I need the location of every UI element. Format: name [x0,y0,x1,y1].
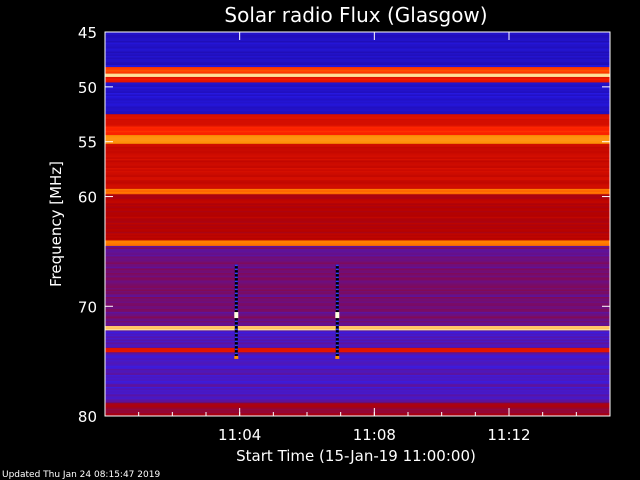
y-tick-label: 50 [78,79,97,97]
frequency-band [105,143,610,189]
frequency-band [105,126,610,136]
y-axis: 45 50 55 60 70 80 [78,24,610,426]
x-axis-label: Start Time (15-Jan-19 11:00:00) [236,447,476,465]
chart-title: Solar radio Flux (Glasgow) [224,3,487,27]
frequency-band [105,114,610,128]
y-tick-label: 55 [78,134,97,152]
frequency-band [105,240,610,247]
frequency-band [105,188,610,195]
radio-burst [335,264,340,359]
x-axis: 11:04 11:08 11:12 [138,32,577,444]
x-tick-label: 11:08 [353,426,396,444]
frequency-band [105,326,610,331]
frequency-band [105,352,610,404]
frequency-band [105,32,610,68]
frequency-band [105,67,610,75]
updated-timestamp: Updated Thu Jan 24 08:15:47 2019 [2,470,160,480]
frequency-band [105,76,610,83]
plot-frame [104,31,611,417]
frequency-band [105,245,610,327]
frequency-band [105,347,610,353]
x-tick-label: 11:04 [218,426,261,444]
y-tick-label: 70 [78,298,97,316]
frequency-band [105,82,610,116]
x-tick-label: 11:12 [487,426,530,444]
y-axis-label: Frequency [MHz] [47,161,65,287]
frequency-band [105,402,610,416]
frequency-band [105,194,610,241]
spectrogram-plot [105,32,610,416]
frequency-band [105,330,610,349]
y-tick-label: 80 [78,408,97,426]
radio-burst [234,264,239,359]
y-tick-label: 60 [78,189,97,207]
frequency-band [105,135,610,145]
y-tick-label: 45 [78,24,97,42]
